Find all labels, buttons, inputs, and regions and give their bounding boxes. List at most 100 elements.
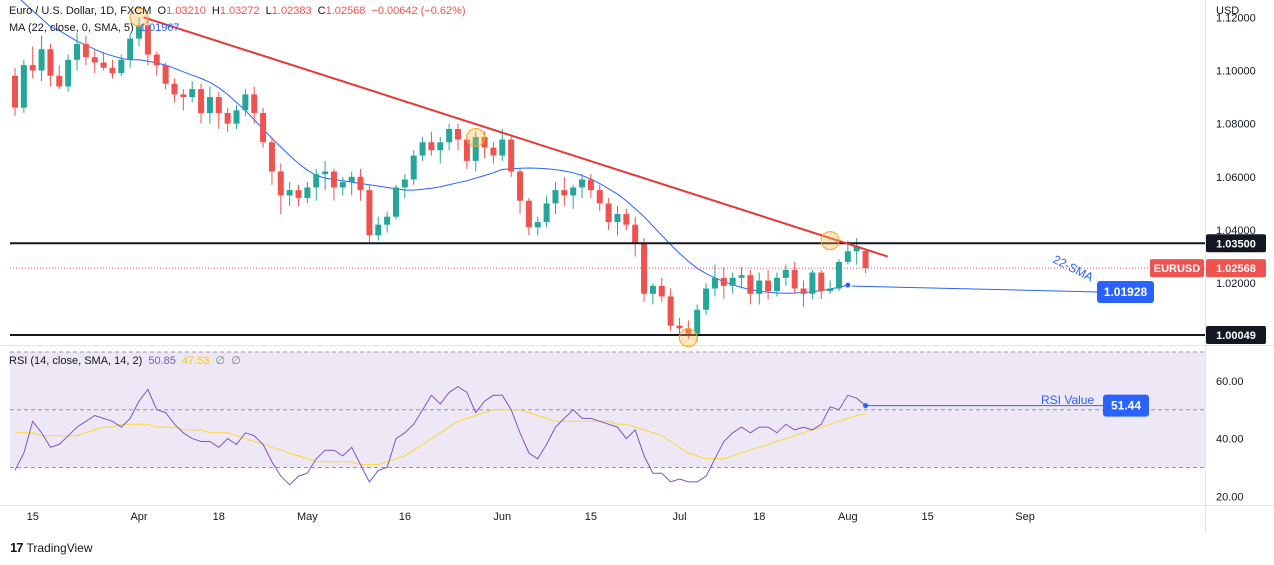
candle-body <box>800 288 807 294</box>
candle-body <box>153 54 160 66</box>
rsi-value: 50.85 <box>148 355 176 367</box>
rsi-axis-tick: 20.00 <box>1216 491 1244 503</box>
candle-body <box>286 190 293 196</box>
time-axis-tick: 15 <box>585 511 597 523</box>
candle-body <box>455 128 461 140</box>
price-axis-tick: 1.10000 <box>1216 65 1256 77</box>
symbol-title: Euro / U.S. Dollar, 1D, FXCM <box>9 5 152 17</box>
ohlc-high-label: H <box>211 5 220 17</box>
time-axis-tick: Aug <box>838 511 858 523</box>
candle-body <box>472 136 479 161</box>
time-axis-tick: May <box>297 511 318 523</box>
candle-body <box>703 288 710 310</box>
descending-trendline <box>143 16 889 258</box>
candle-body <box>144 25 151 55</box>
candle-body <box>339 182 346 188</box>
candle-body <box>206 97 213 114</box>
rsi-ma-value: 47.53 <box>181 355 210 367</box>
candle-body <box>268 142 275 172</box>
tradingview-logo-icon: 17 <box>10 540 24 555</box>
ohlc-low: 1.02383 <box>271 5 312 17</box>
candle-body <box>251 94 258 114</box>
rsi-extra-1: ∅ <box>215 355 226 367</box>
ma-value-badge <box>1097 281 1154 303</box>
candle-body <box>118 59 125 74</box>
candle-body <box>348 176 355 183</box>
price-labels-layer: 1.03500 1.00049 1.02568 EURUSD <box>1150 234 1266 345</box>
candle-body <box>481 136 488 148</box>
candle-body <box>91 57 98 63</box>
candle-body <box>517 171 524 201</box>
candle-body <box>756 280 763 294</box>
rsi-band-layer <box>10 351 1205 468</box>
candle-body <box>242 94 249 111</box>
candle-body <box>835 261 842 289</box>
candle-body <box>773 277 780 292</box>
candle-body <box>313 174 320 188</box>
rsi-value-badge <box>1103 394 1149 417</box>
candle-body <box>463 139 470 161</box>
candle-body <box>47 49 54 76</box>
time-axis-tick: 15 <box>921 511 933 523</box>
candle-body <box>29 65 36 71</box>
candle-body <box>765 280 772 292</box>
candle-body <box>694 309 701 334</box>
candle-body <box>818 272 825 292</box>
rsi-callout-label: RSI Value <box>1041 393 1094 407</box>
candle-body <box>791 269 798 289</box>
candle-body <box>260 113 267 143</box>
candle-body <box>277 171 284 196</box>
candle-body <box>720 277 727 286</box>
candle-body <box>180 94 187 98</box>
ma-header[interactable]: MA (22, close, 0, SMA, 5) 1.01967 <box>9 22 183 34</box>
swing-point-highlight <box>129 7 149 27</box>
rsi-extra-2: ∅ <box>231 355 241 367</box>
time-axis-tick: Apr <box>130 511 147 523</box>
candle-body <box>127 38 134 60</box>
candle-body <box>198 89 205 114</box>
candle-body <box>605 203 612 223</box>
price-axis-tick: 1.12000 <box>1216 12 1256 24</box>
price-axis-currency: USD <box>1216 5 1239 17</box>
candle-body <box>632 224 639 244</box>
candle-body <box>12 75 18 108</box>
rsi-ma-line <box>15 409 866 466</box>
candle-body <box>109 67 116 74</box>
brand-name: TradingView <box>26 540 93 555</box>
candle-body <box>534 222 541 228</box>
price-axis-tick: 1.04000 <box>1216 225 1256 237</box>
time-axis-tick: 15 <box>27 511 39 523</box>
rsi-title: RSI (14, close, SMA, 14, 2) <box>9 355 143 367</box>
candle-body <box>614 214 621 223</box>
candle-body <box>74 43 81 60</box>
time-axis-tick: Jun <box>493 511 511 523</box>
time-axis-tick: Sep <box>1015 511 1035 523</box>
candle-body <box>215 97 222 114</box>
candle-body <box>100 62 107 68</box>
candle-body <box>38 49 45 71</box>
candle-body <box>552 190 559 204</box>
candle-body <box>295 190 302 199</box>
candle-body <box>419 142 426 156</box>
ohlc-close-label: C <box>317 5 326 17</box>
tradingview-brand[interactable]: 17 TradingView <box>10 540 93 555</box>
candle-body <box>853 245 860 252</box>
level-axis-label-bg <box>1206 326 1266 345</box>
rsi-header[interactable]: RSI (14, close, SMA, 14, 2) 50.85 47.53 … <box>9 354 244 367</box>
rsi-line <box>14 386 866 486</box>
level-axis-label-bg <box>1206 234 1266 253</box>
candle-body <box>171 83 178 95</box>
ma-value: 1.01967 <box>139 22 180 34</box>
candle-body <box>330 171 337 188</box>
candle-body <box>596 190 603 204</box>
candle-body <box>375 224 382 236</box>
axes-layer: USD1.120001.100001.080001.060001.040001.… <box>27 5 1256 523</box>
candle-body <box>410 155 417 180</box>
candle-body <box>56 75 63 87</box>
rsi-axis-tick: 60.00 <box>1216 376 1244 388</box>
candle-body <box>82 43 89 58</box>
level-axis-label: 1.00049 <box>1216 330 1256 342</box>
ohlc-change: −0.00642 (−0.62%) <box>371 5 466 17</box>
candle-body <box>623 214 630 225</box>
